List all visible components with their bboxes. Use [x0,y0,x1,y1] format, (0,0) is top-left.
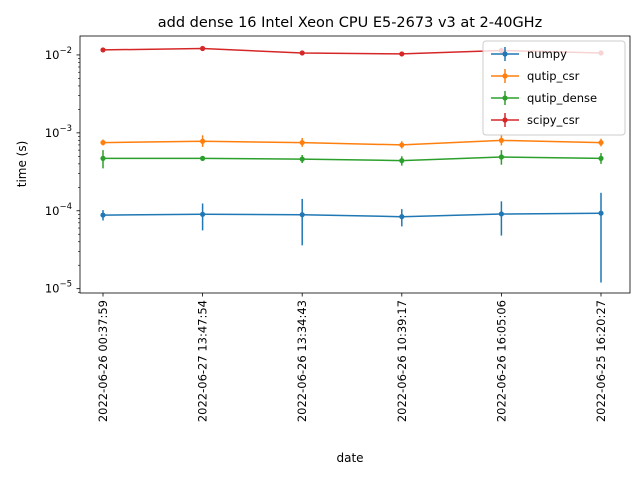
point-qutip_dense-3 [399,158,405,164]
point-qutip_dense-5 [598,155,604,161]
legend-box [482,40,626,136]
point-numpy-3 [399,214,405,220]
legend-entry-qutip_dense: qutip_dense [491,91,597,105]
point-scipy_csr-0 [100,47,106,53]
chart-title: add dense 16 Intel Xeon CPU E5-2673 v3 a… [158,15,542,31]
legend-label-scipy_csr: scipy_csr [527,113,580,127]
x-tick-label-0: 2022-06-26 00:37:59 [96,300,110,422]
point-numpy-4 [498,211,504,217]
point-scipy_csr-2 [299,50,305,56]
point-qutip_csr-2 [299,139,305,146]
point-numpy-1 [200,211,206,217]
point-qutip_dense-1 [200,155,206,161]
point-scipy_csr-3 [399,51,405,57]
legend-swatch-marker-numpy [502,51,508,57]
point-qutip_dense-0 [100,155,106,161]
plot-frame [79,35,631,294]
y-axis: 10−2 10−3 10−4 10−5 [45,46,80,296]
series-qutip_dense [100,150,604,169]
legend: numpy qutip_csr qutip_dense scipy_csr [482,40,626,136]
y-tick-label-1: 10−3 [45,124,72,140]
point-qutip_csr-3 [399,142,405,148]
point-qutip_dense-4 [498,154,504,160]
legend-label-numpy: numpy [527,47,567,61]
point-numpy-5 [598,210,604,216]
x-tick-label-3: 2022-06-26 10:39:17 [395,300,409,422]
point-qutip_csr-4 [498,137,504,143]
legend-swatch-marker-qutip_csr [502,73,508,79]
legend-label-qutip_csr: qutip_csr [527,69,580,83]
point-numpy-0 [100,212,106,218]
x-tick-label-2: 2022-06-26 13:34:43 [295,300,309,422]
series-line-qutip_dense [103,156,602,162]
x-tick-label-4: 2022-06-26 16:05:06 [494,300,508,422]
point-qutip_csr-0 [100,139,106,146]
legend-label-qutip_dense: qutip_dense [527,91,597,105]
legend-entry-numpy: numpy [491,47,567,61]
legend-swatch-marker-scipy_csr [502,117,508,123]
point-qutip_dense-2 [299,156,305,162]
series-numpy [100,192,604,283]
point-qutip_csr-1 [200,138,206,144]
legend-entry-scipy_csr: scipy_csr [491,113,580,127]
series-line-numpy [102,212,602,218]
series-qutip_csr [100,135,604,149]
legend-entry-qutip_csr: qutip_csr [491,69,580,83]
y-tick-label-2: 10−4 [45,202,72,218]
x-tick-label-1: 2022-06-27 13:47:54 [196,300,210,422]
x-tick-label-5: 2022-06-25 16:20:27 [594,300,608,422]
y-tick-label-0: 10−2 [45,46,72,62]
point-qutip_csr-5 [598,139,604,146]
series-line-qutip_csr [102,139,602,146]
x-axis-label: date [336,451,363,465]
point-numpy-2 [299,212,305,218]
legend-swatch-marker-qutip_dense [502,95,508,101]
plot-area [100,45,604,283]
y-tick-label-3: 10−5 [45,280,72,296]
y-axis-label: time (s) [15,141,29,188]
point-scipy_csr-1 [200,45,206,52]
x-axis: 2022-06-26 00:37:59 2022-06-27 13:47:54 20… [96,293,608,422]
